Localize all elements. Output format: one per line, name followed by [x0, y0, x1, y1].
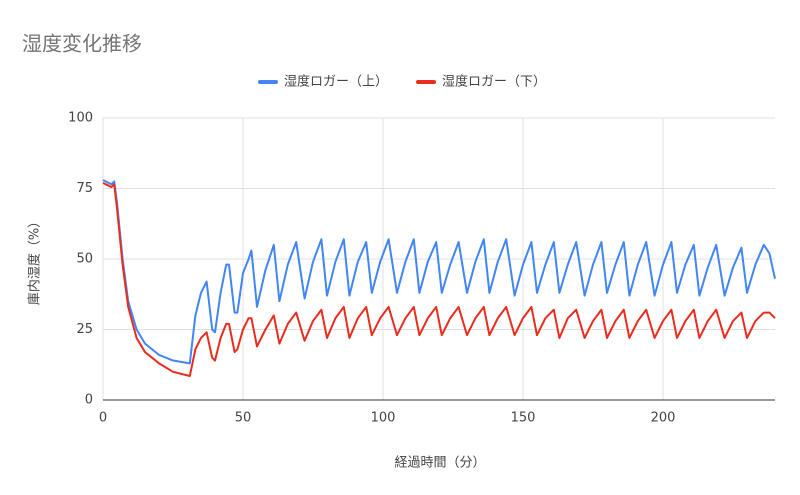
legend-label: 湿度ロガー（上）: [284, 74, 388, 90]
series-line: [102, 179, 776, 365]
series-line: [102, 181, 776, 378]
y-tick-label: 100: [68, 111, 93, 126]
y-tick-label: 75: [76, 181, 93, 196]
chart-title: 湿度変化推移: [22, 32, 142, 56]
x-tick-label: 0: [99, 411, 107, 426]
x-tick-label: 100: [371, 411, 396, 426]
x-tick-label: 50: [235, 411, 252, 426]
y-tick-label: 25: [76, 322, 93, 337]
legend-label: 湿度ロガー（下）: [442, 74, 546, 90]
y-axis-label: 庫内湿度（%）: [27, 215, 43, 305]
x-tick-label: 200: [651, 411, 676, 426]
x-tick-label: 150: [511, 411, 536, 426]
y-tick-label: 50: [76, 252, 93, 267]
y-tick-label: 0: [85, 393, 93, 408]
x-axis-label: 経過時間（分）: [394, 456, 485, 471]
